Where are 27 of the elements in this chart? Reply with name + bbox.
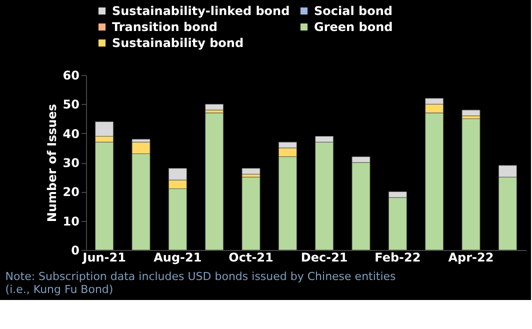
- text: Note: Subscription data includes USD bonds issued by Chinese entities: [5, 270, 396, 283]
- y-axis-title: Number of Issues: [44, 104, 59, 222]
- legend-label: Sustainability-linked bond: [112, 4, 290, 18]
- legend-label: Transition bond: [112, 20, 218, 34]
- x-tick-label: Dec-21: [300, 250, 348, 264]
- bar: [242, 176, 260, 250]
- x-tick-label: Jun-21: [82, 250, 126, 264]
- y-tick-label: 60: [62, 68, 80, 82]
- text: (i.e., Kung Fu Bond): [5, 283, 114, 296]
- y-tick-label: 10: [62, 214, 80, 228]
- x-tick-label: Aug-21: [154, 250, 202, 264]
- bar: [462, 118, 480, 250]
- y-tick-label: 40: [62, 126, 80, 141]
- bar: [462, 110, 480, 116]
- bar: [205, 104, 224, 110]
- legend-label: Social bond: [314, 4, 392, 18]
- bar: [242, 168, 260, 174]
- legend-label: Green bond: [314, 20, 393, 34]
- x-tick-label: Oct-21: [228, 250, 274, 264]
- y-tick-label: 30: [62, 156, 80, 170]
- y-tick-label: 0: [71, 244, 80, 258]
- x-tick-label: Apr-22: [448, 250, 494, 264]
- bar: [205, 112, 224, 250]
- y-tick-label: 20: [62, 185, 80, 200]
- x-tick-label: Feb-22: [374, 250, 421, 264]
- legend-label: Sustainability bond: [112, 36, 244, 50]
- y-tick-label: 50: [62, 98, 80, 112]
